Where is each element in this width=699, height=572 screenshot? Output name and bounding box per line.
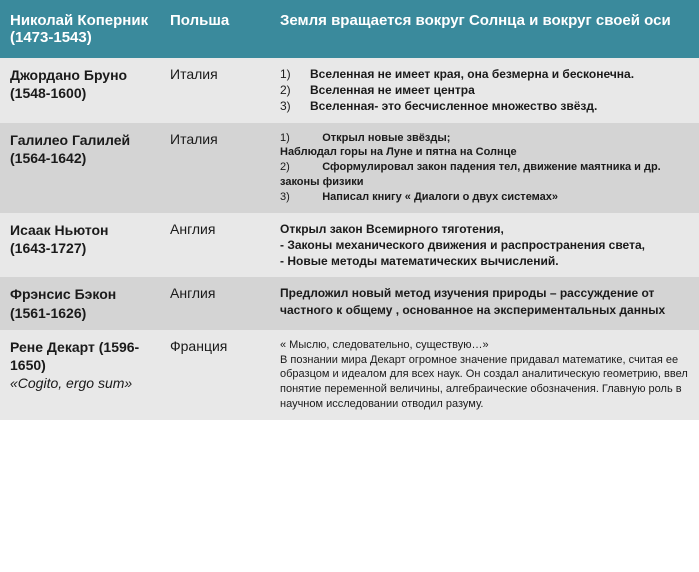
scientist-name-main: Рене Декарт (1596-1650) [10, 339, 139, 373]
list-number: 1) [280, 131, 310, 146]
list-number: 2) [280, 82, 310, 98]
list-item-text: Наблюдал горы на Луне и пятна на Солнце [280, 145, 689, 160]
scientist-country: Италия [160, 58, 270, 123]
scientist-name: Рене Декарт (1596-1650) «Cogito, ergo su… [0, 330, 160, 420]
contribution-line: В познании мира Декарт огромное значение… [280, 353, 689, 412]
list-item-text: Сформулировал закон падения тел, движени… [280, 161, 661, 188]
scientist-name-quote: «Cogito, ergo sum» [10, 374, 150, 392]
list-item-text: Вселенная не имеет края, она безмерна и … [310, 67, 634, 81]
list-number: 2) [280, 160, 310, 175]
table-row: Галилео Галилей (1564-1642) Италия 1) От… [0, 123, 699, 213]
contribution-line: « Мыслю, следовательно, существую…» [280, 338, 689, 353]
scientist-country: Англия [160, 277, 270, 329]
list-number: 3) [280, 190, 310, 205]
table-row: Исаак Ньютон (1643-1727) Англия Открыл з… [0, 213, 699, 278]
list-item-text: Вселенная- это бесчисленное множество зв… [310, 99, 597, 113]
scientist-contribution: 1)Вселенная не имеет края, она безмерна … [270, 58, 699, 123]
scientists-table: Николай Коперник (1473-1543) Польша Земл… [0, 0, 699, 420]
scientist-name: Исаак Ньютон (1643-1727) [0, 213, 160, 278]
table-row: Рене Декарт (1596-1650) «Cogito, ergo su… [0, 330, 699, 420]
table-row: Фрэнсис Бэкон (1561-1626) Англия Предлож… [0, 277, 699, 329]
list-item-text: Написал книгу « Диалоги о двух системах» [322, 191, 558, 203]
list-item-text: Вселенная не имеет центра [310, 83, 475, 97]
list-number: 1) [280, 66, 310, 82]
scientist-contribution: « Мыслю, следовательно, существую…» В по… [270, 330, 699, 420]
contribution-line: Открыл закон Всемирного тяготения, [280, 221, 689, 237]
scientist-name: Джордано Бруно (1548-1600) [0, 58, 160, 123]
scientist-contribution: Открыл закон Всемирного тяготения, - Зак… [270, 213, 699, 278]
list-number: 3) [280, 98, 310, 114]
table-row: Джордано Бруно (1548-1600) Италия 1)Всел… [0, 58, 699, 123]
header-name: Николай Коперник (1473-1543) [0, 0, 160, 58]
scientist-contribution: Предложил новый метод изучения природы –… [270, 277, 699, 329]
scientist-country: Франция [160, 330, 270, 420]
contribution-line: - Новые методы математических вычислений… [280, 253, 689, 269]
scientist-contribution: 1) Открыл новые звёзды; Наблюдал горы на… [270, 123, 699, 213]
scientist-name: Галилео Галилей (1564-1642) [0, 123, 160, 213]
contribution-line: - Законы механического движения и распро… [280, 237, 689, 253]
header-country: Польша [160, 0, 270, 58]
list-item-text: Открыл новые звёзды; [322, 132, 450, 144]
table-header-row: Николай Коперник (1473-1543) Польша Земл… [0, 0, 699, 58]
scientist-country: Италия [160, 123, 270, 213]
header-contribution: Земля вращается вокруг Солнца и вокруг с… [270, 0, 699, 58]
scientist-country: Англия [160, 213, 270, 278]
scientist-name: Фрэнсис Бэкон (1561-1626) [0, 277, 160, 329]
